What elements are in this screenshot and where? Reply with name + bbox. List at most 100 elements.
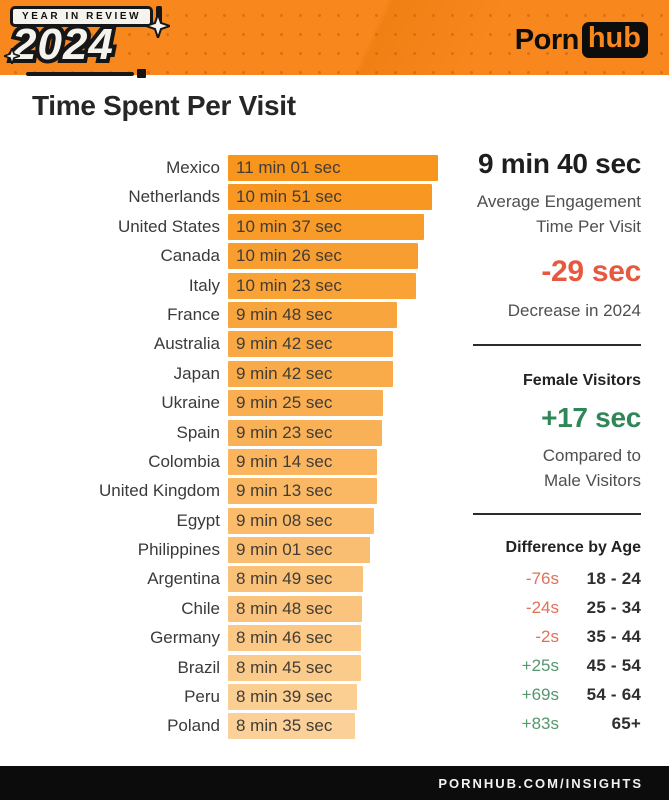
chart-row: Mexico 11 min 01 sec [0, 155, 450, 181]
time-value: 8 min 48 sec [236, 598, 333, 618]
country-label: Brazil [177, 657, 220, 677]
time-bar: 8 min 39 sec [228, 684, 358, 711]
country-label: United Kingdom [99, 481, 220, 501]
difference-by-age-heading: Difference by Age [505, 539, 641, 557]
age-row: +25s 45 - 54 [453, 656, 641, 685]
country-label: Egypt [176, 510, 220, 530]
country-label: Colombia [148, 451, 220, 471]
change-caption: Decrease in 2024 [507, 301, 641, 321]
time-value: 9 min 23 sec [236, 422, 333, 442]
time-value: 11 min 01 sec [236, 158, 341, 177]
chart-row: Poland 8 min 35 sec [0, 713, 450, 740]
country-label: Canada [160, 246, 220, 266]
age-range-label: 35 - 44 [586, 627, 641, 647]
time-bar: 9 min 25 sec [228, 390, 384, 417]
country-label: United States [117, 216, 220, 236]
age-range-label: 54 - 64 [586, 685, 641, 705]
country-label: Australia [153, 334, 220, 354]
age-row: -24s 25 - 34 [453, 598, 641, 627]
year-text: 2024 [12, 20, 114, 69]
country-label: Italy [188, 275, 220, 295]
time-value: 9 min 42 sec [236, 363, 333, 383]
chart-row: United States 10 min 37 sec [0, 213, 450, 240]
logo-text-hub: hub [581, 22, 648, 59]
header-banner: YEAR IN REVIEW 2024 2024 Porn hub [0, 0, 669, 78]
time-bar: 9 min 42 sec [228, 331, 394, 358]
chart-row: Netherlands 10 min 51 sec [0, 184, 450, 211]
time-value: 8 min 46 sec [236, 628, 333, 648]
country-label: Peru [184, 687, 220, 707]
age-row: +83s 65+ [453, 714, 641, 743]
sparkle-icon [4, 48, 20, 64]
avg-time-caption: Average Engagement Time Per Visit [476, 192, 641, 236]
age-range-label: 65+ [611, 714, 641, 734]
time-value: 10 min 37 sec [236, 216, 342, 236]
country-label: Germany [150, 628, 220, 648]
footer-bar: PORNHUB.COM/INSIGHTS [0, 766, 669, 800]
chart-row: Canada 10 min 26 sec [0, 243, 450, 270]
time-value: 9 min 01 sec [236, 540, 333, 560]
time-value: 9 min 14 sec [236, 451, 333, 471]
time-bar: 8 min 35 sec [228, 713, 355, 740]
age-range-label: 45 - 54 [586, 656, 641, 676]
year-text-outline: 2024 [8, 19, 117, 71]
age-range-label: 18 - 24 [586, 569, 641, 589]
time-bar: 10 min 26 sec [228, 243, 419, 270]
section-divider [473, 513, 641, 516]
chart-row: Colombia 9 min 14 sec [0, 448, 450, 475]
country-label: Argentina [147, 569, 220, 589]
time-value: 9 min 48 sec [236, 304, 333, 324]
badge-label: YEAR IN REVIEW [22, 11, 142, 22]
time-bar: 8 min 46 sec [228, 625, 362, 652]
age-difference-table: -76s 18 - 24 -24s 25 - 34 -2s 35 - 44 +25s 45 -… [453, 569, 641, 743]
country-label: France [167, 304, 220, 324]
time-bar: 8 min 48 sec [228, 595, 363, 622]
time-value: 9 min 42 sec [236, 334, 333, 354]
chart-row: Argentina 8 min 49 sec [0, 566, 450, 593]
time-bar: 9 min 23 sec [228, 419, 383, 446]
stats-sidebar: 9 min 40 sec Average Engagement Time Per… [453, 148, 641, 743]
chart-row: Australia 9 min 42 sec [0, 331, 450, 358]
country-label: Japan [173, 363, 220, 383]
footer-url[interactable]: PORNHUB.COM/INSIGHTS [438, 775, 643, 791]
chart-row: Germany 8 min 46 sec [0, 625, 450, 652]
age-row: -2s 35 - 44 [453, 627, 641, 656]
country-label: Philippines [137, 540, 220, 560]
female-visitors-value: +17 sec [541, 401, 641, 433]
chart-row: Ukraine 9 min 25 sec [0, 390, 450, 417]
time-bar: 9 min 13 sec [228, 478, 377, 505]
time-value: 9 min 13 sec [236, 481, 333, 501]
time-value: 10 min 51 sec [236, 187, 342, 207]
pornhub-logo[interactable]: Porn hub [514, 22, 648, 59]
time-value: 10 min 23 sec [236, 275, 342, 295]
logo-text-porn: Porn [514, 23, 580, 56]
time-value: 8 min 35 sec [236, 716, 333, 736]
female-visitors-heading: Female Visitors [523, 371, 641, 389]
time-per-visit-bar-chart: Mexico 11 min 01 sec Netherlands 10 min 51 … [0, 155, 450, 743]
year-heading: 2024 2024 [8, 19, 162, 71]
time-bar: 9 min 42 sec [228, 360, 394, 387]
time-bar: 9 min 01 sec [228, 537, 370, 564]
country-label: Ukraine [161, 393, 220, 413]
chart-row: Philippines 9 min 01 sec [0, 537, 450, 564]
chart-row: Peru 8 min 39 sec [0, 684, 450, 711]
country-label: Netherlands [128, 187, 220, 207]
year-underline [26, 69, 190, 78]
time-value: 9 min 25 sec [236, 393, 333, 413]
time-value: 8 min 45 sec [236, 657, 333, 677]
age-row: +69s 54 - 64 [453, 685, 641, 714]
section-divider [473, 343, 641, 346]
age-diff-value: +69s [521, 685, 559, 705]
age-diff-value: +25s [521, 656, 559, 676]
time-value: 8 min 49 sec [236, 569, 333, 589]
time-value: 10 min 26 sec [236, 246, 342, 266]
female-visitors-caption: Compared to Male Visitors [542, 445, 641, 490]
year-in-review-badge: YEAR IN REVIEW [10, 6, 154, 27]
time-value: 9 min 08 sec [236, 510, 333, 530]
time-bar: 10 min 23 sec [228, 272, 417, 299]
country-label: Spain [176, 422, 220, 442]
time-value: 8 min 39 sec [236, 687, 333, 707]
chart-row: Italy 10 min 23 sec [0, 272, 450, 299]
age-diff-value: -2s [535, 627, 559, 647]
